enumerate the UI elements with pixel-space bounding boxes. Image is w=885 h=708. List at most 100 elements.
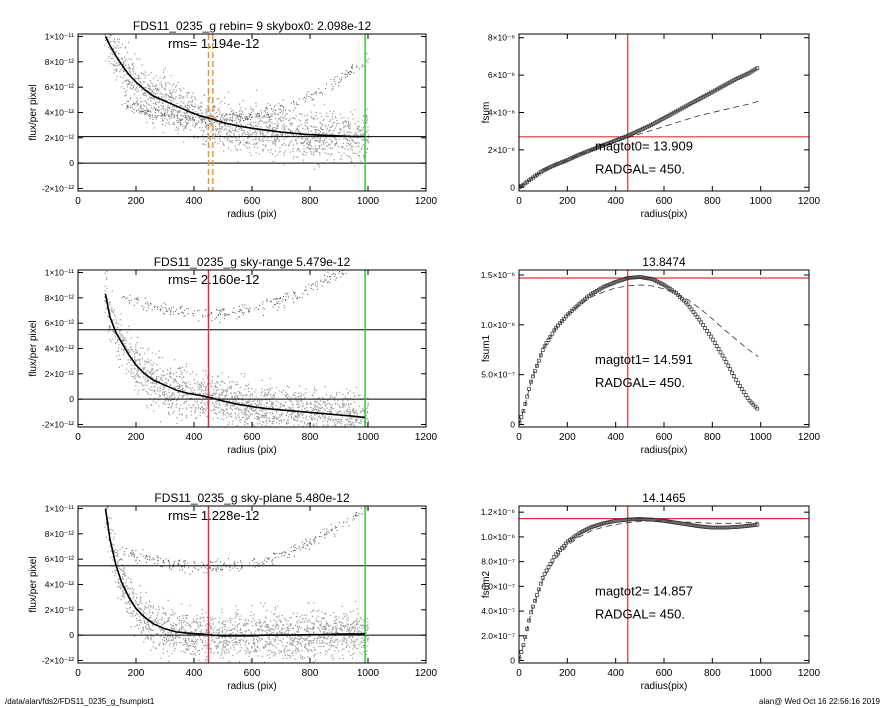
data-point bbox=[309, 412, 311, 414]
data-point bbox=[298, 137, 300, 139]
data-point bbox=[189, 106, 191, 108]
data-point bbox=[301, 123, 303, 126]
data-point bbox=[315, 424, 317, 427]
data-point bbox=[110, 41, 112, 43]
data-point bbox=[136, 103, 138, 105]
data-point bbox=[339, 410, 342, 412]
data-point bbox=[152, 605, 154, 607]
data-point bbox=[156, 98, 158, 100]
data-point bbox=[146, 301, 148, 303]
data-point bbox=[168, 414, 171, 416]
series-marker bbox=[554, 162, 559, 167]
data-point bbox=[183, 111, 185, 114]
data-point bbox=[215, 316, 217, 318]
data-point bbox=[346, 144, 348, 147]
data-point bbox=[118, 358, 120, 360]
data-point bbox=[366, 249, 367, 250]
data-point bbox=[315, 401, 317, 403]
data-point bbox=[147, 303, 149, 305]
data-point bbox=[134, 298, 136, 300]
data-point bbox=[174, 647, 176, 649]
data-point bbox=[263, 414, 265, 416]
data-point bbox=[289, 122, 291, 124]
series-marker bbox=[610, 281, 615, 286]
data-point bbox=[135, 86, 138, 88]
data-point bbox=[143, 368, 146, 370]
data-point bbox=[142, 368, 145, 371]
data-point bbox=[129, 578, 132, 580]
series-marker bbox=[670, 111, 675, 116]
data-point bbox=[290, 417, 292, 419]
data-point bbox=[125, 298, 127, 300]
data-point bbox=[259, 133, 261, 135]
data-point bbox=[271, 136, 273, 138]
data-point bbox=[117, 40, 119, 43]
scatter-points bbox=[104, 270, 369, 427]
data-point bbox=[274, 143, 276, 145]
data-point bbox=[140, 111, 142, 113]
data-point bbox=[362, 641, 364, 643]
data-point bbox=[245, 133, 247, 135]
data-point bbox=[362, 407, 364, 410]
data-point bbox=[293, 109, 295, 111]
data-point bbox=[197, 310, 199, 312]
data-point bbox=[313, 409, 315, 411]
data-point bbox=[146, 113, 148, 115]
data-point bbox=[305, 388, 307, 390]
data-point bbox=[221, 372, 223, 374]
data-point bbox=[248, 142, 250, 144]
data-point bbox=[318, 141, 320, 143]
data-point bbox=[204, 651, 206, 653]
data-point bbox=[185, 382, 187, 384]
data-point bbox=[269, 650, 271, 652]
data-point bbox=[152, 83, 154, 85]
data-point bbox=[347, 399, 349, 401]
data-point bbox=[168, 106, 170, 108]
data-point bbox=[171, 113, 173, 115]
data-point bbox=[306, 95, 308, 97]
data-point bbox=[227, 118, 229, 120]
data-point bbox=[236, 614, 238, 616]
data-point bbox=[199, 408, 202, 410]
data-point bbox=[367, 58, 369, 60]
data-point bbox=[231, 380, 233, 382]
data-point bbox=[268, 407, 270, 409]
data-point bbox=[230, 386, 232, 388]
data-point bbox=[310, 151, 312, 153]
data-point bbox=[159, 388, 161, 390]
data-point bbox=[361, 66, 363, 68]
data-point bbox=[366, 624, 368, 626]
data-point bbox=[266, 402, 269, 404]
data-point bbox=[226, 137, 228, 139]
data-point bbox=[283, 142, 285, 145]
data-point bbox=[315, 140, 317, 142]
data-point bbox=[193, 310, 195, 312]
y-tick-label: -2×10⁻¹² bbox=[42, 419, 74, 429]
data-point bbox=[277, 309, 279, 311]
data-point bbox=[265, 420, 267, 423]
data-point bbox=[277, 122, 279, 125]
data-point bbox=[235, 139, 237, 142]
x-tick-label: 1200 bbox=[415, 432, 438, 443]
data-point bbox=[242, 133, 244, 135]
data-point bbox=[347, 142, 349, 144]
data-point bbox=[219, 404, 221, 406]
data-point bbox=[165, 382, 167, 384]
data-point bbox=[356, 141, 358, 144]
data-point bbox=[304, 289, 306, 291]
data-point bbox=[168, 638, 170, 640]
data-point bbox=[352, 417, 354, 419]
data-point bbox=[115, 51, 117, 53]
data-point bbox=[189, 387, 191, 389]
data-point bbox=[344, 148, 346, 150]
data-point bbox=[144, 77, 146, 79]
data-point bbox=[338, 82, 340, 83]
series-marker bbox=[691, 310, 696, 314]
data-point bbox=[240, 119, 242, 121]
data-point bbox=[275, 118, 277, 120]
data-point bbox=[160, 109, 163, 111]
data-point bbox=[184, 106, 186, 108]
data-point bbox=[116, 62, 118, 64]
data-point bbox=[307, 131, 310, 133]
series-marker bbox=[546, 338, 551, 342]
